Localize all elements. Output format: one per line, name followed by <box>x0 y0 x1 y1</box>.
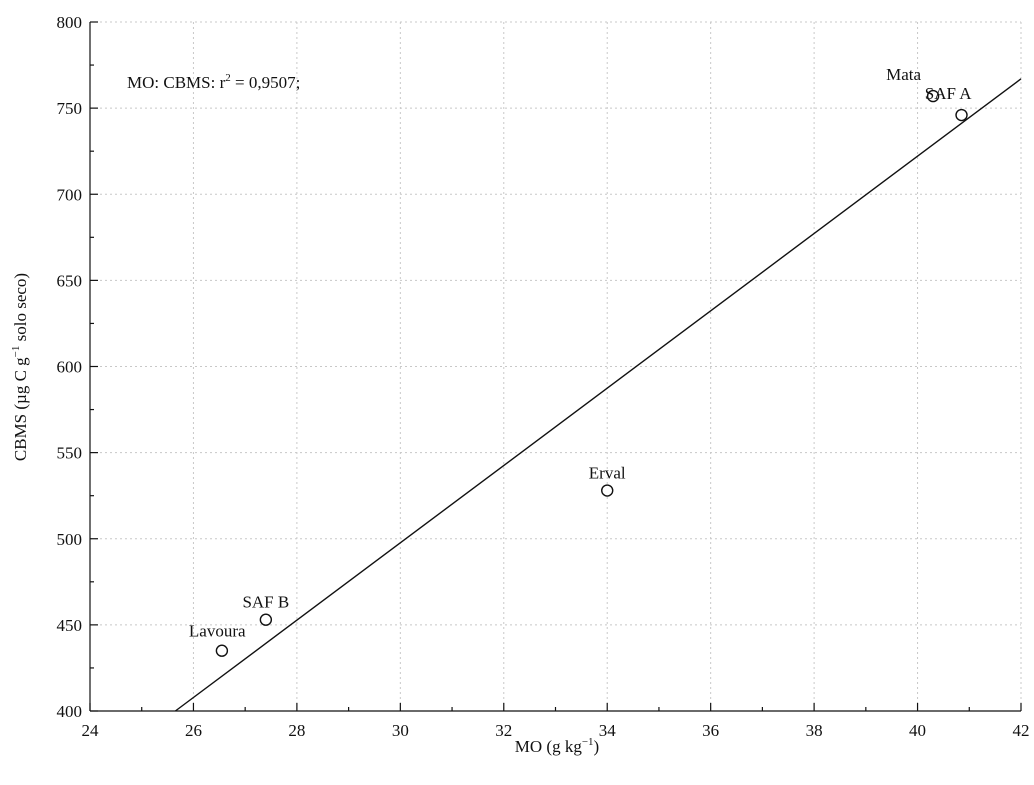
point-label: Mata <box>886 65 921 84</box>
x-tick-label: 42 <box>1013 721 1030 740</box>
y-tick-label: 650 <box>57 271 83 290</box>
x-tick-label: 36 <box>702 721 719 740</box>
x-axis-label: MO (g kg−1) <box>515 736 599 756</box>
ticks-layer: 24 26 28 30 32 34 36 38 40 42 400 450 500 550 600 650 70… <box>57 13 1030 740</box>
data-point <box>955 108 968 122</box>
x-tick-label: 38 <box>806 721 823 740</box>
y-tick-label: 500 <box>57 530 83 549</box>
x-tick-label: 40 <box>909 721 926 740</box>
y-tick-label: 700 <box>57 185 83 204</box>
point-label: Erval <box>589 464 626 483</box>
x-tick-label: 30 <box>392 721 409 740</box>
point-label: SAF B <box>242 593 289 612</box>
x-tick-label: 24 <box>82 721 100 740</box>
y-tick-label: 400 <box>57 702 83 721</box>
data-point <box>601 484 614 497</box>
data-point <box>215 644 229 657</box>
y-tick-label: 750 <box>57 99 83 118</box>
x-tick-label: 26 <box>185 721 202 740</box>
grid-layer <box>90 21 1022 711</box>
y-tick-label: 600 <box>57 358 83 377</box>
y-tick-label: 450 <box>57 616 83 635</box>
data-point <box>926 89 940 103</box>
data-point <box>259 613 273 626</box>
x-tick-label: 28 <box>288 721 305 740</box>
y-axis-label: CBMS (µg C g−1 solo seco) <box>10 273 30 461</box>
fit-layer <box>174 78 1022 712</box>
correlation-annotation: MO: CBMS: r2 = 0,9507; <box>127 72 300 92</box>
x-tick-label: 34 <box>599 721 617 740</box>
y-tick-label: 550 <box>57 444 83 463</box>
point-label: SAF A <box>925 84 972 103</box>
regression-line <box>174 78 1022 712</box>
point-label: Lavoura <box>189 622 246 641</box>
y-tick-label: 800 <box>57 13 83 32</box>
x-tick-label: 32 <box>495 721 512 740</box>
